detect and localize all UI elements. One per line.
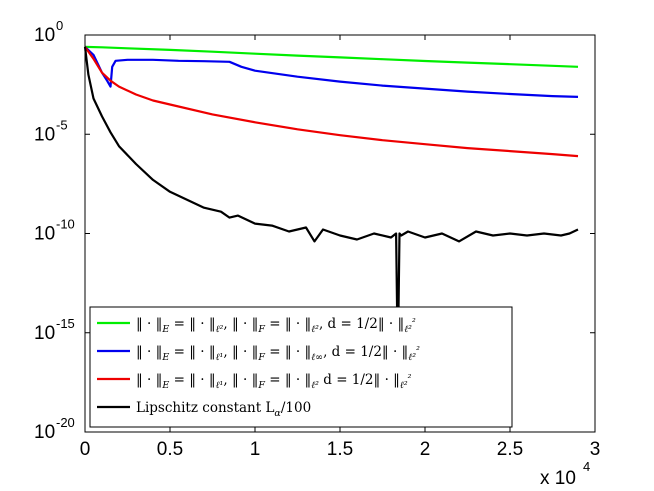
x-tick-label: 1.5: [327, 439, 353, 460]
series-line-3: [84, 46, 579, 158]
y-tick-label: 10 -15: [34, 316, 75, 344]
legend-box: [89, 306, 513, 428]
x-tick-label: 0: [80, 439, 91, 460]
y-tick-base: 10: [34, 224, 55, 245]
y-tick-exponent: 0: [56, 18, 63, 33]
y-tick-exponent: -5: [56, 117, 68, 132]
y-tick-exponent: -15: [56, 316, 75, 331]
x-scale-exponent: 4: [583, 459, 590, 474]
x-tick-label: 2.5: [497, 439, 523, 460]
series-layer: [83, 45, 579, 364]
y-tick-exponent: -10: [56, 217, 75, 232]
y-tick-label: 10 -5: [34, 117, 68, 145]
x-scale-base: x 10: [540, 468, 576, 489]
series-line-2: [84, 46, 579, 98]
legend-label-1: ‖ · ‖E = ‖ · ‖ℓ², ‖ · ‖F = ‖ · ‖ℓ², d = …: [136, 316, 416, 335]
y-tick-label: 10 -20: [34, 415, 75, 443]
legend-label-2: ‖ · ‖E = ‖ · ‖ℓ¹, ‖ · ‖F = ‖ · ‖ℓ∞, d = …: [136, 344, 420, 363]
x-scale-note: x 10 4: [540, 459, 590, 489]
y-tick-exponent: -20: [56, 415, 75, 430]
series-line-4: [83, 46, 579, 364]
y-tick-label: 10 0: [34, 18, 63, 46]
legend-label-3: ‖ · ‖E = ‖ · ‖ℓ¹, ‖ · ‖F = ‖ · ‖ℓ² d = 1…: [136, 372, 412, 391]
y-tick-base: 10: [34, 422, 55, 443]
legend-label-4: Lipschitz constant Lα/100: [136, 400, 311, 419]
y-tick-label: 10 -10: [34, 217, 75, 245]
y-tick-base: 10: [34, 25, 55, 46]
x-axis-ticks: 0 0.5 1 1.5 2 2.5 3: [80, 35, 601, 460]
legend: ‖ · ‖E = ‖ · ‖ℓ², ‖ · ‖F = ‖ · ‖ℓ², d = …: [89, 306, 513, 428]
x-tick-label: 3: [590, 439, 601, 460]
y-tick-base: 10: [34, 124, 55, 145]
x-tick-label: 0.5: [157, 439, 183, 460]
x-tick-label: 2: [420, 439, 431, 460]
x-tick-label: 1: [250, 439, 261, 460]
y-tick-base: 10: [34, 323, 55, 344]
series-line-1: [84, 45, 579, 68]
